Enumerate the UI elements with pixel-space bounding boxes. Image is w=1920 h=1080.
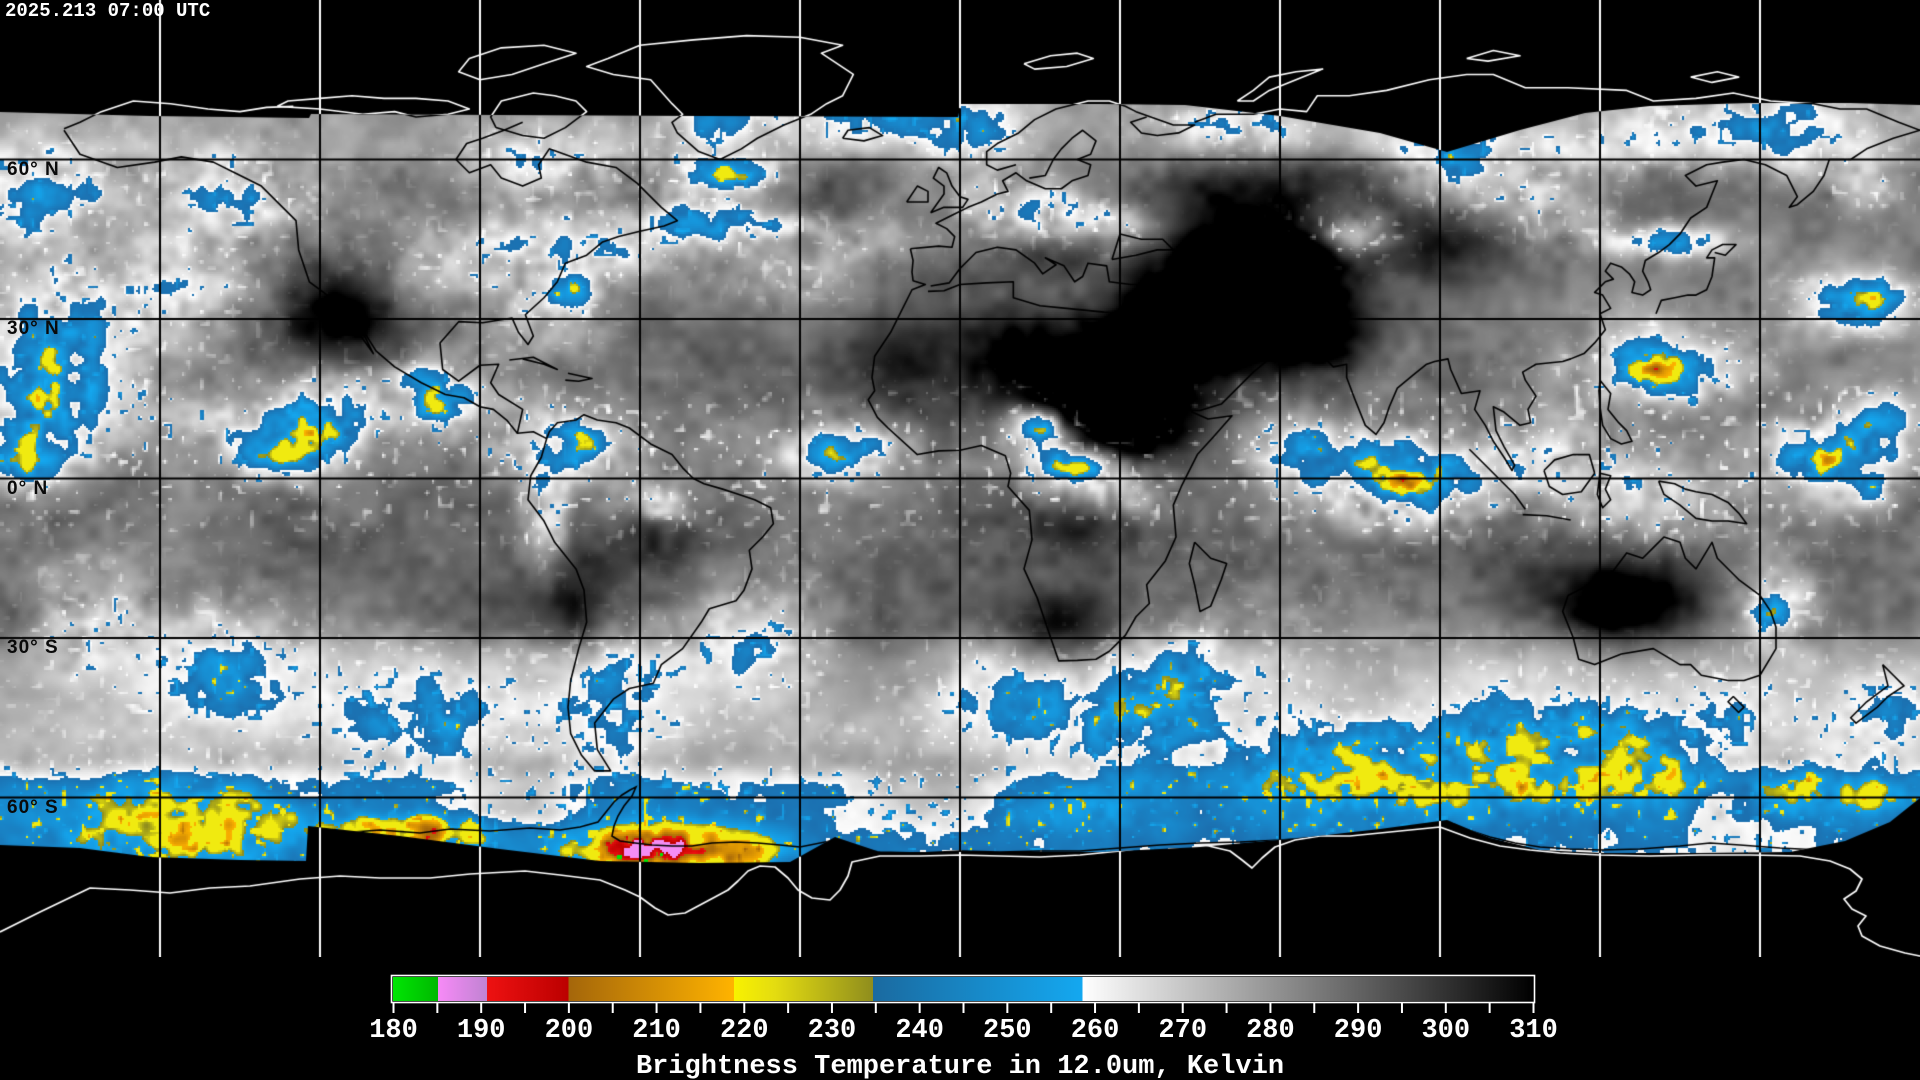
svg-text:230: 230 <box>808 1016 857 1046</box>
svg-text:250: 250 <box>983 1016 1032 1046</box>
svg-text:180: 180 <box>369 1016 418 1046</box>
svg-text:Brightness Temperature in 12.0: Brightness Temperature in 12.0um, Kelvin <box>636 1052 1284 1080</box>
svg-text:300: 300 <box>1421 1016 1470 1046</box>
svg-text:190: 190 <box>457 1016 506 1046</box>
svg-text:240: 240 <box>895 1016 944 1046</box>
svg-text:290: 290 <box>1334 1016 1383 1046</box>
svg-text:260: 260 <box>1071 1016 1120 1046</box>
svg-text:220: 220 <box>720 1016 769 1046</box>
svg-text:280: 280 <box>1246 1016 1295 1046</box>
svg-text:270: 270 <box>1158 1016 1207 1046</box>
svg-text:200: 200 <box>545 1016 594 1046</box>
svg-text:210: 210 <box>632 1016 681 1046</box>
svg-text:310: 310 <box>1509 1016 1558 1046</box>
